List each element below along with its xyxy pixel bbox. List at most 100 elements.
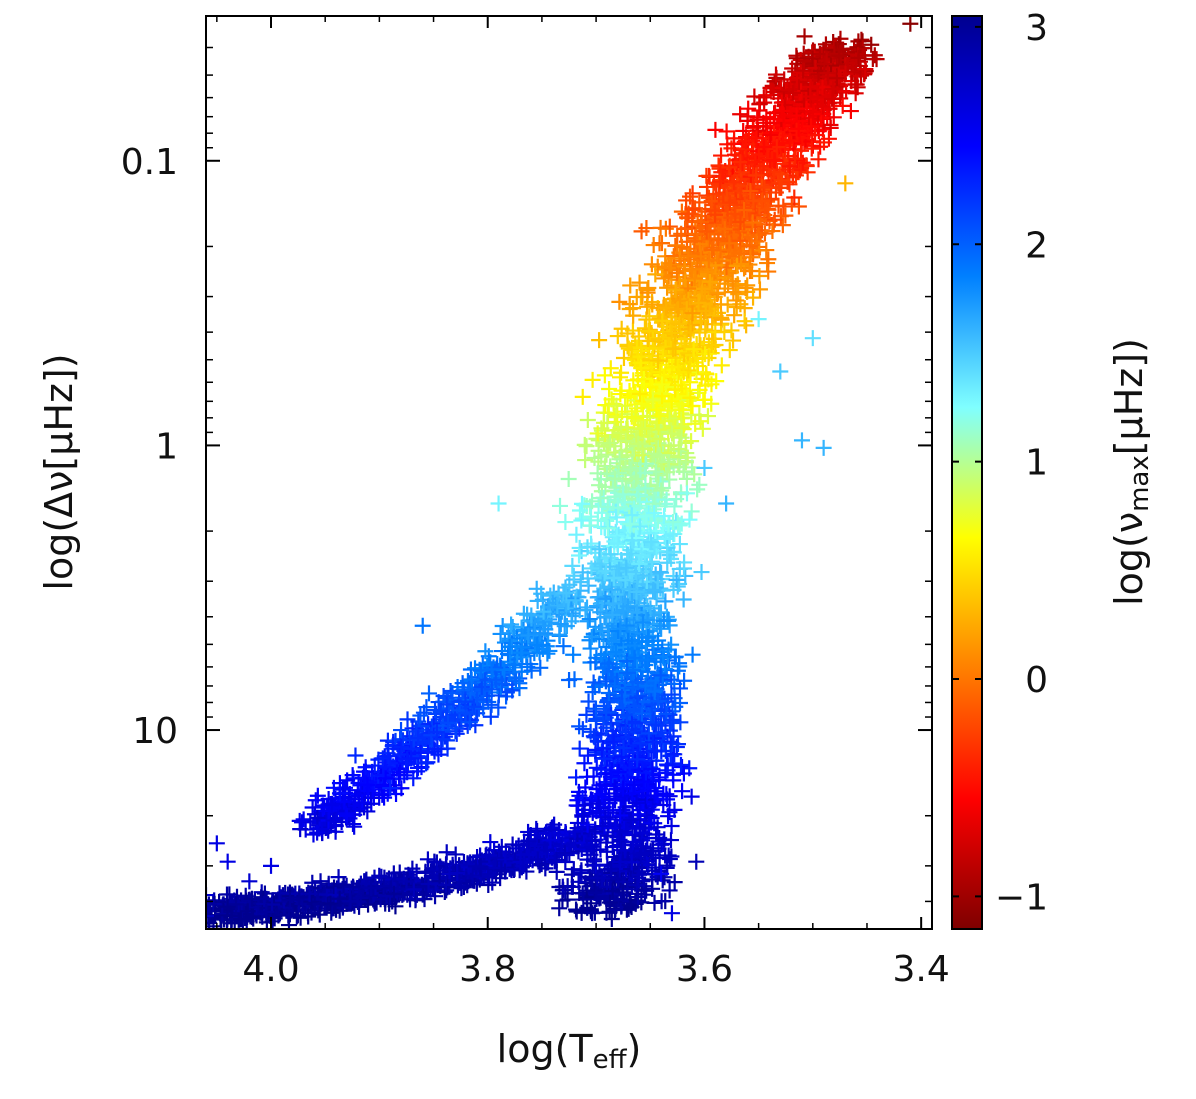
data-point <box>611 293 628 310</box>
data-point <box>515 605 532 622</box>
x-tick-label: 4.0 <box>242 949 299 990</box>
data-point <box>425 716 442 733</box>
data-point <box>529 592 546 609</box>
data-point <box>483 681 500 698</box>
data-point <box>532 659 549 676</box>
data-point <box>568 769 585 786</box>
data-point <box>653 235 670 252</box>
data-point <box>574 388 591 405</box>
data-point <box>394 732 411 749</box>
data-point <box>385 865 402 882</box>
data-point <box>533 585 550 602</box>
data-point <box>579 411 596 428</box>
data-point <box>529 851 546 868</box>
data-point <box>520 627 537 644</box>
data-point <box>415 704 432 721</box>
data-point <box>306 806 323 823</box>
data-point <box>477 643 494 660</box>
data-point <box>420 685 437 702</box>
data-point <box>233 911 250 928</box>
data-point <box>403 750 420 767</box>
data-point <box>375 878 392 895</box>
data-point <box>417 863 434 880</box>
data-point <box>483 696 500 713</box>
data-point <box>399 711 416 728</box>
data-point <box>457 693 474 710</box>
data-point <box>440 714 457 731</box>
data-point <box>465 698 482 715</box>
data-point <box>428 854 445 871</box>
data-point <box>663 818 680 835</box>
data-point <box>362 789 379 806</box>
x-tick-label: 3.4 <box>893 949 950 990</box>
data-point <box>359 803 376 820</box>
data-point <box>496 863 513 880</box>
data-point <box>190 895 206 911</box>
data-point <box>684 646 701 663</box>
data-point <box>412 707 429 724</box>
data-point <box>280 917 297 929</box>
data-point <box>713 357 730 374</box>
data-point <box>331 785 348 802</box>
data-point <box>520 833 537 850</box>
data-point <box>241 873 258 890</box>
data-point <box>553 838 570 855</box>
data-point <box>312 873 329 890</box>
data-point <box>331 890 348 907</box>
data-point <box>420 728 437 745</box>
data-point <box>208 835 225 852</box>
data-point <box>326 879 343 896</box>
data-point <box>419 851 436 868</box>
data-point <box>410 730 427 747</box>
data-point <box>698 167 715 184</box>
data-point <box>815 439 832 456</box>
data-point <box>461 675 478 692</box>
data-point <box>902 16 919 32</box>
data-point <box>571 740 588 757</box>
data-point <box>760 251 777 268</box>
data-point <box>707 121 724 138</box>
data-point <box>577 452 594 469</box>
data-point <box>543 820 560 837</box>
data-point <box>560 471 577 488</box>
data-point <box>490 699 507 716</box>
data-point <box>557 514 574 531</box>
data-point <box>357 759 374 776</box>
data-point <box>309 809 326 826</box>
data-point <box>759 255 776 272</box>
data-point <box>738 317 755 334</box>
data-point <box>469 691 486 708</box>
data-point <box>437 876 454 893</box>
data-point <box>418 878 435 895</box>
data-point <box>467 858 484 875</box>
data-point <box>414 617 431 634</box>
data-point <box>335 877 352 894</box>
data-point <box>346 818 363 835</box>
data-point <box>327 887 344 904</box>
data-point <box>484 874 501 891</box>
data-point <box>535 617 552 634</box>
data-point <box>591 332 608 349</box>
data-point <box>718 495 735 512</box>
data-point <box>515 857 532 874</box>
data-point <box>523 607 540 624</box>
data-point <box>243 890 260 907</box>
data-point <box>295 811 312 828</box>
data-point <box>570 589 587 606</box>
data-point <box>732 106 749 123</box>
data-point <box>404 720 421 737</box>
data-point <box>418 755 435 772</box>
data-point <box>622 277 639 294</box>
data-point <box>483 661 500 678</box>
data-point <box>661 218 678 235</box>
data-point <box>552 497 569 514</box>
data-point <box>494 675 511 692</box>
data-point <box>426 743 443 760</box>
data-point <box>352 889 369 906</box>
data-point <box>300 908 317 925</box>
data-point <box>396 767 413 784</box>
data-point <box>490 495 507 512</box>
data-point <box>303 893 320 910</box>
data-point <box>528 820 545 837</box>
data-point <box>725 332 742 349</box>
